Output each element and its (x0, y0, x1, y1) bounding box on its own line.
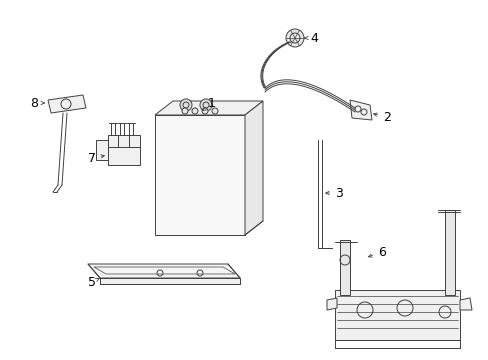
Circle shape (180, 99, 192, 111)
Polygon shape (108, 135, 140, 165)
Circle shape (192, 108, 198, 114)
Polygon shape (349, 100, 371, 120)
Circle shape (200, 99, 212, 111)
Polygon shape (339, 240, 349, 295)
Polygon shape (96, 140, 108, 160)
Text: 8: 8 (30, 96, 44, 109)
Polygon shape (326, 298, 336, 310)
Polygon shape (459, 298, 471, 310)
Circle shape (202, 108, 207, 114)
Text: 3: 3 (325, 186, 342, 199)
Polygon shape (155, 101, 263, 115)
Polygon shape (244, 101, 263, 235)
Circle shape (285, 29, 304, 47)
Circle shape (182, 108, 187, 114)
Polygon shape (334, 290, 459, 340)
Text: 2: 2 (373, 111, 390, 123)
Text: 1: 1 (203, 96, 215, 111)
Polygon shape (100, 278, 240, 284)
Polygon shape (155, 115, 244, 235)
Text: 5: 5 (88, 275, 99, 288)
Polygon shape (48, 95, 86, 113)
Polygon shape (444, 210, 454, 295)
Polygon shape (88, 264, 240, 278)
Text: 7: 7 (88, 152, 104, 165)
Text: 6: 6 (368, 246, 385, 258)
Text: 4: 4 (304, 32, 317, 45)
Circle shape (212, 108, 218, 114)
